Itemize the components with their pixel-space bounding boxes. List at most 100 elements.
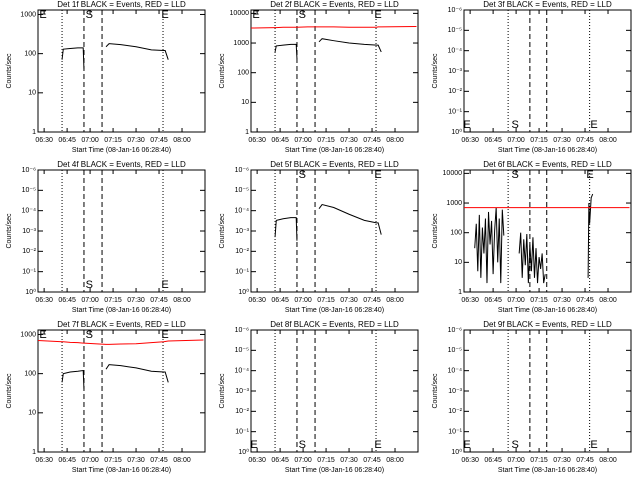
annotation: E bbox=[161, 329, 168, 341]
x-tick-label: 07:30 bbox=[553, 457, 571, 464]
x-tick-label: 07:00 bbox=[294, 297, 312, 304]
x-tick-label: 06:30 bbox=[35, 457, 53, 464]
x-tick-label: 07:15 bbox=[530, 137, 548, 144]
y-tick-label: 10⁻⁵ bbox=[22, 187, 36, 194]
x-tick-label: 08:00 bbox=[173, 457, 191, 464]
x-tick-label: 06:45 bbox=[271, 297, 289, 304]
y-tick-label: 10⁻⁶ bbox=[448, 327, 462, 334]
x-tick-label: 07:00 bbox=[507, 297, 525, 304]
x-tick-label: 07:45 bbox=[576, 457, 594, 464]
x-tick-label: 06:30 bbox=[248, 457, 266, 464]
x-tick-label: 07:15 bbox=[317, 137, 335, 144]
x-axis-label: Start Time (08-Jan-16 06:28:40) bbox=[498, 147, 597, 154]
y-tick-label: 10⁻⁶ bbox=[448, 7, 462, 14]
plot-frame bbox=[37, 9, 206, 133]
y-tick-label: 1000 bbox=[20, 331, 36, 338]
x-tick-label: 08:00 bbox=[599, 137, 617, 144]
annotation: E bbox=[161, 9, 168, 21]
plot-frame bbox=[250, 9, 419, 133]
x-tick-label: 08:00 bbox=[599, 297, 617, 304]
y-axis-label: Counts/sec bbox=[6, 373, 13, 409]
y-tick-label: 10⁻³ bbox=[235, 228, 249, 235]
y-tick-label: 10⁻² bbox=[22, 248, 36, 255]
y-tick-label: 10⁰ bbox=[25, 288, 36, 296]
x-tick-label: 07:00 bbox=[81, 297, 99, 304]
annotation: E bbox=[463, 439, 470, 451]
x-tick-label: 06:30 bbox=[35, 297, 53, 304]
y-tick-label: 100 bbox=[237, 70, 249, 77]
x-tick-label: 06:45 bbox=[484, 297, 502, 304]
x-tick-label: 07:45 bbox=[576, 297, 594, 304]
x-tick-label: 07:45 bbox=[363, 457, 381, 464]
y-tick-label: 10⁻¹ bbox=[448, 429, 462, 436]
x-tick-label: 07:15 bbox=[104, 297, 122, 304]
y-tick-label: 10⁻³ bbox=[448, 68, 462, 75]
x-tick-label: 07:00 bbox=[81, 137, 99, 144]
x-tick-label: 06:30 bbox=[461, 137, 479, 144]
panel-title: Det 3f BLACK = Events, RED = LLD bbox=[483, 0, 612, 9]
y-tick-label: 10 bbox=[28, 90, 36, 97]
x-axis-label: Start Time (08-Jan-16 06:28:40) bbox=[498, 307, 597, 314]
x-tick-label: 07:15 bbox=[317, 297, 335, 304]
plot-frame bbox=[463, 9, 632, 133]
panel-title: Det 9f BLACK = Events, RED = LLD bbox=[483, 320, 612, 329]
y-tick-label: 1000 bbox=[446, 200, 462, 207]
annotation: E bbox=[374, 439, 381, 451]
x-tick-label: 07:30 bbox=[553, 137, 571, 144]
plot-frame bbox=[463, 329, 632, 453]
x-axis-label: Start Time (08-Jan-16 06:28:40) bbox=[72, 467, 171, 474]
x-axis-label: Start Time (08-Jan-16 06:28:40) bbox=[285, 467, 384, 474]
annotation: S bbox=[299, 169, 306, 181]
x-tick-label: 07:45 bbox=[363, 297, 381, 304]
x-tick-label: 06:45 bbox=[484, 457, 502, 464]
y-tick-label: 1 bbox=[32, 129, 36, 136]
x-tick-label: 07:45 bbox=[576, 137, 594, 144]
x-tick-label: 08:00 bbox=[386, 297, 404, 304]
plot-frame bbox=[250, 329, 419, 453]
panel-title: Det 5f BLACK = Events, RED = LLD bbox=[270, 160, 399, 169]
x-tick-label: 07:45 bbox=[150, 297, 168, 304]
annotation: E bbox=[374, 169, 381, 181]
series-line bbox=[61, 364, 169, 390]
series-line bbox=[274, 38, 382, 59]
x-tick-label: 07:00 bbox=[507, 137, 525, 144]
x-tick-label: 08:00 bbox=[173, 297, 191, 304]
x-tick-label: 08:00 bbox=[386, 457, 404, 464]
annotation: E bbox=[252, 9, 259, 21]
x-tick-label: 07:30 bbox=[553, 297, 571, 304]
y-tick-label: 10⁻² bbox=[448, 88, 462, 95]
x-tick-label: 08:00 bbox=[173, 137, 191, 144]
panel-title: Det 2f BLACK = Events, RED = LLD bbox=[270, 0, 399, 9]
x-tick-label: 07:45 bbox=[150, 137, 168, 144]
y-tick-label: 10⁻² bbox=[235, 408, 249, 415]
annotation: S bbox=[299, 439, 306, 451]
y-axis-label: Counts/sec bbox=[6, 213, 13, 249]
x-tick-label: 06:45 bbox=[271, 137, 289, 144]
series-line bbox=[61, 43, 169, 70]
x-tick-label: 07:30 bbox=[340, 297, 358, 304]
y-tick-label: 10⁻² bbox=[235, 248, 249, 255]
y-tick-label: 10⁰ bbox=[451, 128, 462, 136]
y-tick-label: 10⁰ bbox=[238, 448, 249, 456]
x-tick-label: 07:45 bbox=[150, 457, 168, 464]
y-axis-label: Counts/sec bbox=[219, 213, 226, 249]
y-tick-label: 10⁻⁴ bbox=[235, 208, 250, 215]
y-tick-label: 100 bbox=[24, 370, 36, 377]
annotation: S bbox=[512, 119, 519, 131]
annotation: S bbox=[299, 9, 306, 21]
x-axis-label: Start Time (08-Jan-16 06:28:40) bbox=[498, 467, 597, 474]
y-tick-label: 10⁻¹ bbox=[235, 269, 249, 276]
x-tick-label: 07:15 bbox=[530, 297, 548, 304]
x-tick-label: 06:30 bbox=[248, 137, 266, 144]
x-tick-label: 07:15 bbox=[104, 457, 122, 464]
x-tick-label: 07:15 bbox=[530, 457, 548, 464]
annotation: E bbox=[161, 279, 168, 291]
annotation: E bbox=[374, 9, 381, 21]
y-tick-label: 10⁻⁵ bbox=[448, 27, 462, 34]
x-tick-label: 06:30 bbox=[461, 457, 479, 464]
y-tick-label: 10⁻¹ bbox=[448, 109, 462, 116]
y-tick-label: 10⁻² bbox=[448, 408, 462, 415]
x-tick-label: 08:00 bbox=[386, 137, 404, 144]
